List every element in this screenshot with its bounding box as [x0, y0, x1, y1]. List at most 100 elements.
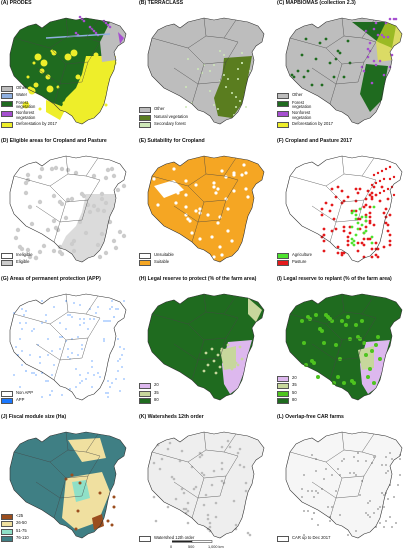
legend-label: 26-50 — [16, 520, 27, 526]
scale-tick-label: 1,000 km — [208, 544, 224, 549]
legend-label: Secondary forest — [154, 121, 186, 126]
legend-item: APP — [1, 397, 81, 404]
legend-item: Non APP — [1, 389, 81, 397]
map-image — [1, 282, 133, 404]
map-legend: Ineligible Eligible — [1, 251, 81, 266]
legend-item: Agriculture — [277, 251, 357, 259]
legend-item: Ineligible — [1, 252, 81, 259]
panel-title: (D) Eligible areas for Cropland and Past… — [1, 138, 107, 144]
map-panel: (C) MAPBIOMAS (collection 2.3) Other Fore… — [277, 0, 408, 128]
legend-label: Watershed 12th order — [154, 535, 195, 540]
map-legend: Other Water Forest vegetation Nonforest veg… — [1, 85, 81, 128]
legend-swatch — [139, 383, 151, 390]
legend-label: Water — [16, 92, 28, 98]
panel-title: (E) Suitability for Cropland — [139, 138, 205, 144]
legend-item: 50 — [277, 390, 357, 397]
map-image — [277, 420, 408, 542]
legend-swatch — [1, 100, 13, 107]
legend-item: Nonforest vegetation — [1, 111, 81, 120]
legend-label: Deforestation by 2017 — [292, 121, 333, 126]
legend-swatch — [139, 114, 151, 121]
legend-swatch — [277, 111, 289, 118]
panel-title: (J) Fiscal module size (Ha) — [1, 414, 67, 420]
map-panel: (J) Fiscal module size (Ha) <25 26-50 51-7… — [1, 414, 133, 542]
legend-label: 20 — [292, 374, 297, 380]
legend-label: 35 — [292, 382, 297, 388]
legend-swatch — [277, 383, 289, 390]
legend-item: Other — [1, 85, 81, 93]
legend-item: Eligible — [1, 259, 81, 266]
legend-swatch — [277, 390, 289, 397]
scale-tick-label: 500 — [188, 544, 195, 549]
map-legend: <25 26-50 51-75 76-110 — [1, 512, 81, 542]
legend-item: CAR up to Dec 2017 — [277, 535, 357, 542]
legend-label: Deforestation by 2017 — [16, 121, 57, 126]
map-panel: (A) PRODES Other Water Forest vegetation No… — [1, 0, 133, 128]
legend-swatch — [1, 86, 13, 93]
legend-item: 20 — [139, 382, 219, 390]
legend-label: 80 — [154, 397, 159, 402]
legend-label: 80 — [292, 397, 297, 402]
scale-tick-label: 0 — [170, 544, 173, 549]
legend-item: <25 — [1, 512, 81, 520]
legend-swatch — [139, 260, 151, 266]
legend-swatch — [139, 398, 151, 404]
legend-swatch — [1, 528, 13, 535]
legend-label: Suitable — [154, 259, 170, 264]
legend-label: Eligible — [16, 259, 30, 264]
legend-item: Deforestation by 2017 — [277, 121, 357, 128]
map-panel: (B) TERRACLASS Other Natural vegetation Se… — [139, 0, 271, 128]
panel-title: (H) Legal reserve to protect (% of the f… — [139, 276, 257, 282]
map-panel: (L) Overlap-free CAR farms CAR up to Dec… — [277, 414, 408, 542]
legend-swatch — [139, 252, 151, 259]
legend-label: Other — [292, 92, 303, 98]
legend-label: Other — [154, 106, 165, 112]
map-image — [277, 282, 408, 404]
legend-item: 76-110 — [1, 535, 81, 542]
legend-item: Pasture — [277, 259, 357, 266]
panel-title: (B) TERRACLASS — [139, 0, 184, 6]
legend-item: 26-50 — [1, 520, 81, 528]
panel-title: (G) Areas of permanent protection (APP) — [1, 276, 101, 282]
map-legend: Other Forest vegetation Nonforest vegetati… — [277, 92, 357, 128]
map-image — [139, 144, 271, 266]
legend-item: Watershed 12th order — [139, 535, 219, 542]
panel-title: (K) Watersheds 12th order — [139, 414, 204, 420]
legend-swatch — [1, 521, 13, 528]
legend-item: Forest vegetation — [1, 100, 81, 110]
legend-label: Non APP — [16, 389, 33, 395]
legend-item: Suitable — [139, 259, 219, 266]
legend-swatch — [1, 536, 13, 542]
legend-swatch — [277, 252, 289, 259]
map-panel: (I) Legal reserve to replant (% of the f… — [277, 276, 408, 404]
legend-swatch — [277, 536, 289, 542]
map-legend: 20 35 50 80 — [277, 374, 357, 404]
legend-swatch — [139, 122, 151, 128]
legend-item: 80 — [139, 397, 219, 404]
map-legend: CAR up to Dec 2017 — [277, 535, 357, 542]
map-image — [1, 420, 133, 542]
legend-label: <25 — [16, 512, 24, 518]
legend-item: 35 — [277, 382, 357, 390]
legend-swatch — [1, 122, 13, 128]
legend-item: Natural vegetation — [139, 114, 219, 121]
legend-swatch — [139, 107, 151, 114]
legend-swatch — [1, 111, 13, 118]
map-legend: Agriculture Pasture — [277, 251, 357, 266]
legend-swatch — [277, 375, 289, 382]
legend-swatch — [277, 93, 289, 100]
panel-title: (C) MAPBIOMAS (collection 2.3) — [277, 0, 356, 6]
legend-swatch — [1, 513, 13, 520]
map-legend: Unsuitable Suitable — [139, 251, 219, 266]
legend-label: CAR up to Dec 2017 — [292, 535, 331, 540]
legend-label: Forest vegetation — [292, 99, 312, 110]
legend-label: 20 — [154, 382, 159, 388]
legend-swatch — [277, 398, 289, 404]
map-image — [277, 144, 408, 266]
map-image — [139, 282, 271, 404]
legend-label: Agriculture — [292, 251, 313, 257]
legend-swatch — [277, 100, 289, 107]
map-legend: Non APP APP — [1, 389, 81, 404]
legend-label: 76-110 — [16, 535, 29, 540]
panel-title: (F) Cropland and Pasture 2017 — [277, 138, 352, 144]
